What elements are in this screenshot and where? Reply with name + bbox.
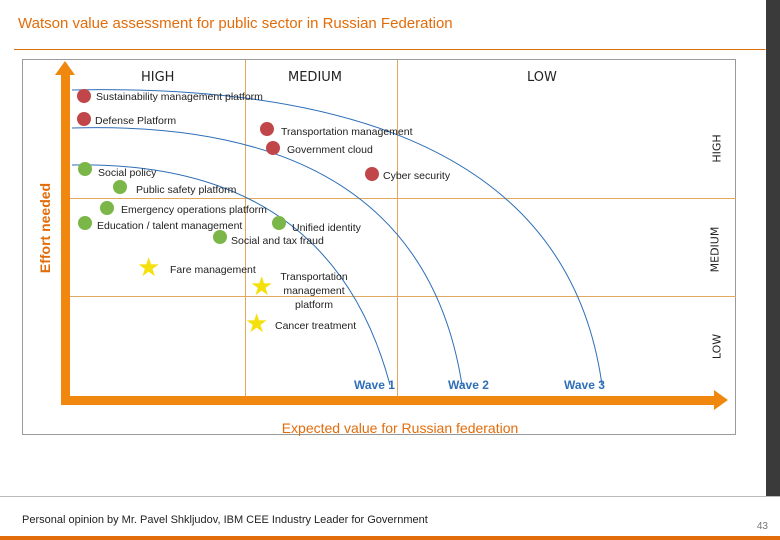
green-circle-marker — [213, 230, 227, 244]
page-title: Watson value assessment for public secto… — [18, 15, 453, 32]
matrix-frame — [22, 59, 736, 435]
star-marker: ★ — [245, 309, 269, 339]
x-axis-title: Expected value for Russian federation — [281, 420, 519, 436]
item-label: Fare management — [170, 264, 256, 276]
green-circle-marker — [272, 216, 286, 230]
y-axis-arrowhead — [55, 61, 75, 75]
green-circle-marker — [78, 216, 92, 230]
x-axis-arrowhead — [714, 390, 728, 410]
item-label: Unified identity — [292, 222, 361, 234]
red-circle-marker — [266, 141, 280, 155]
grid-hline-2 — [66, 296, 736, 297]
item-label: Social and tax fraud — [231, 235, 324, 247]
side-bar-corner — [753, 36, 766, 50]
footer-note: Personal opinion by Mr. Pavel Shkljudov,… — [22, 514, 428, 526]
item-label: Social policy — [98, 167, 157, 179]
wave-2-curve — [71, 127, 463, 386]
wave-label-3: Wave 3 — [564, 378, 605, 392]
item-label: Cyber security — [383, 170, 451, 182]
red-circle-marker — [77, 112, 91, 126]
x-axis-arrow-shaft — [61, 396, 717, 405]
item-label: Education / talent management — [97, 220, 243, 232]
bottom-accent-bar — [0, 536, 780, 540]
wave-label-2: Wave 2 — [448, 378, 489, 392]
footer-divider — [0, 496, 780, 497]
grid-vline-2 — [397, 60, 398, 396]
item-label: Cancer treatment — [275, 320, 357, 332]
column-label-high: HIGH — [141, 70, 175, 85]
star-marker: ★ — [250, 272, 274, 302]
item-label: Transportation management platform — [280, 271, 348, 311]
column-label-low: LOW — [527, 70, 557, 85]
column-label-medium: MEDIUM — [288, 70, 343, 85]
page-number: 43 — [756, 521, 768, 532]
red-circle-marker — [77, 89, 91, 103]
item-label: Defense Platform — [95, 115, 177, 127]
red-circle-marker — [260, 122, 274, 136]
grid-vline-1 — [245, 60, 246, 396]
side-bar — [766, 0, 780, 496]
y-axis-title: Effort needed — [37, 182, 53, 274]
green-circle-marker — [100, 201, 114, 215]
item-label: Public safety platform — [136, 184, 237, 196]
grid-hline-1 — [66, 198, 736, 199]
wave-3-curve — [71, 89, 603, 386]
y-axis-arrow-shaft — [61, 72, 70, 404]
star-marker: ★ — [137, 253, 161, 283]
item-label: Sustainability management platform — [96, 91, 263, 103]
title-divider — [14, 49, 766, 50]
red-circle-marker — [365, 167, 379, 181]
wave-label-1: Wave 1 — [354, 378, 395, 392]
green-circle-marker — [78, 162, 92, 176]
item-label: Emergency operations platform — [121, 204, 267, 216]
green-circle-marker — [113, 180, 127, 194]
item-label: Government cloud — [287, 144, 373, 156]
item-label: Transportation management — [281, 126, 413, 138]
